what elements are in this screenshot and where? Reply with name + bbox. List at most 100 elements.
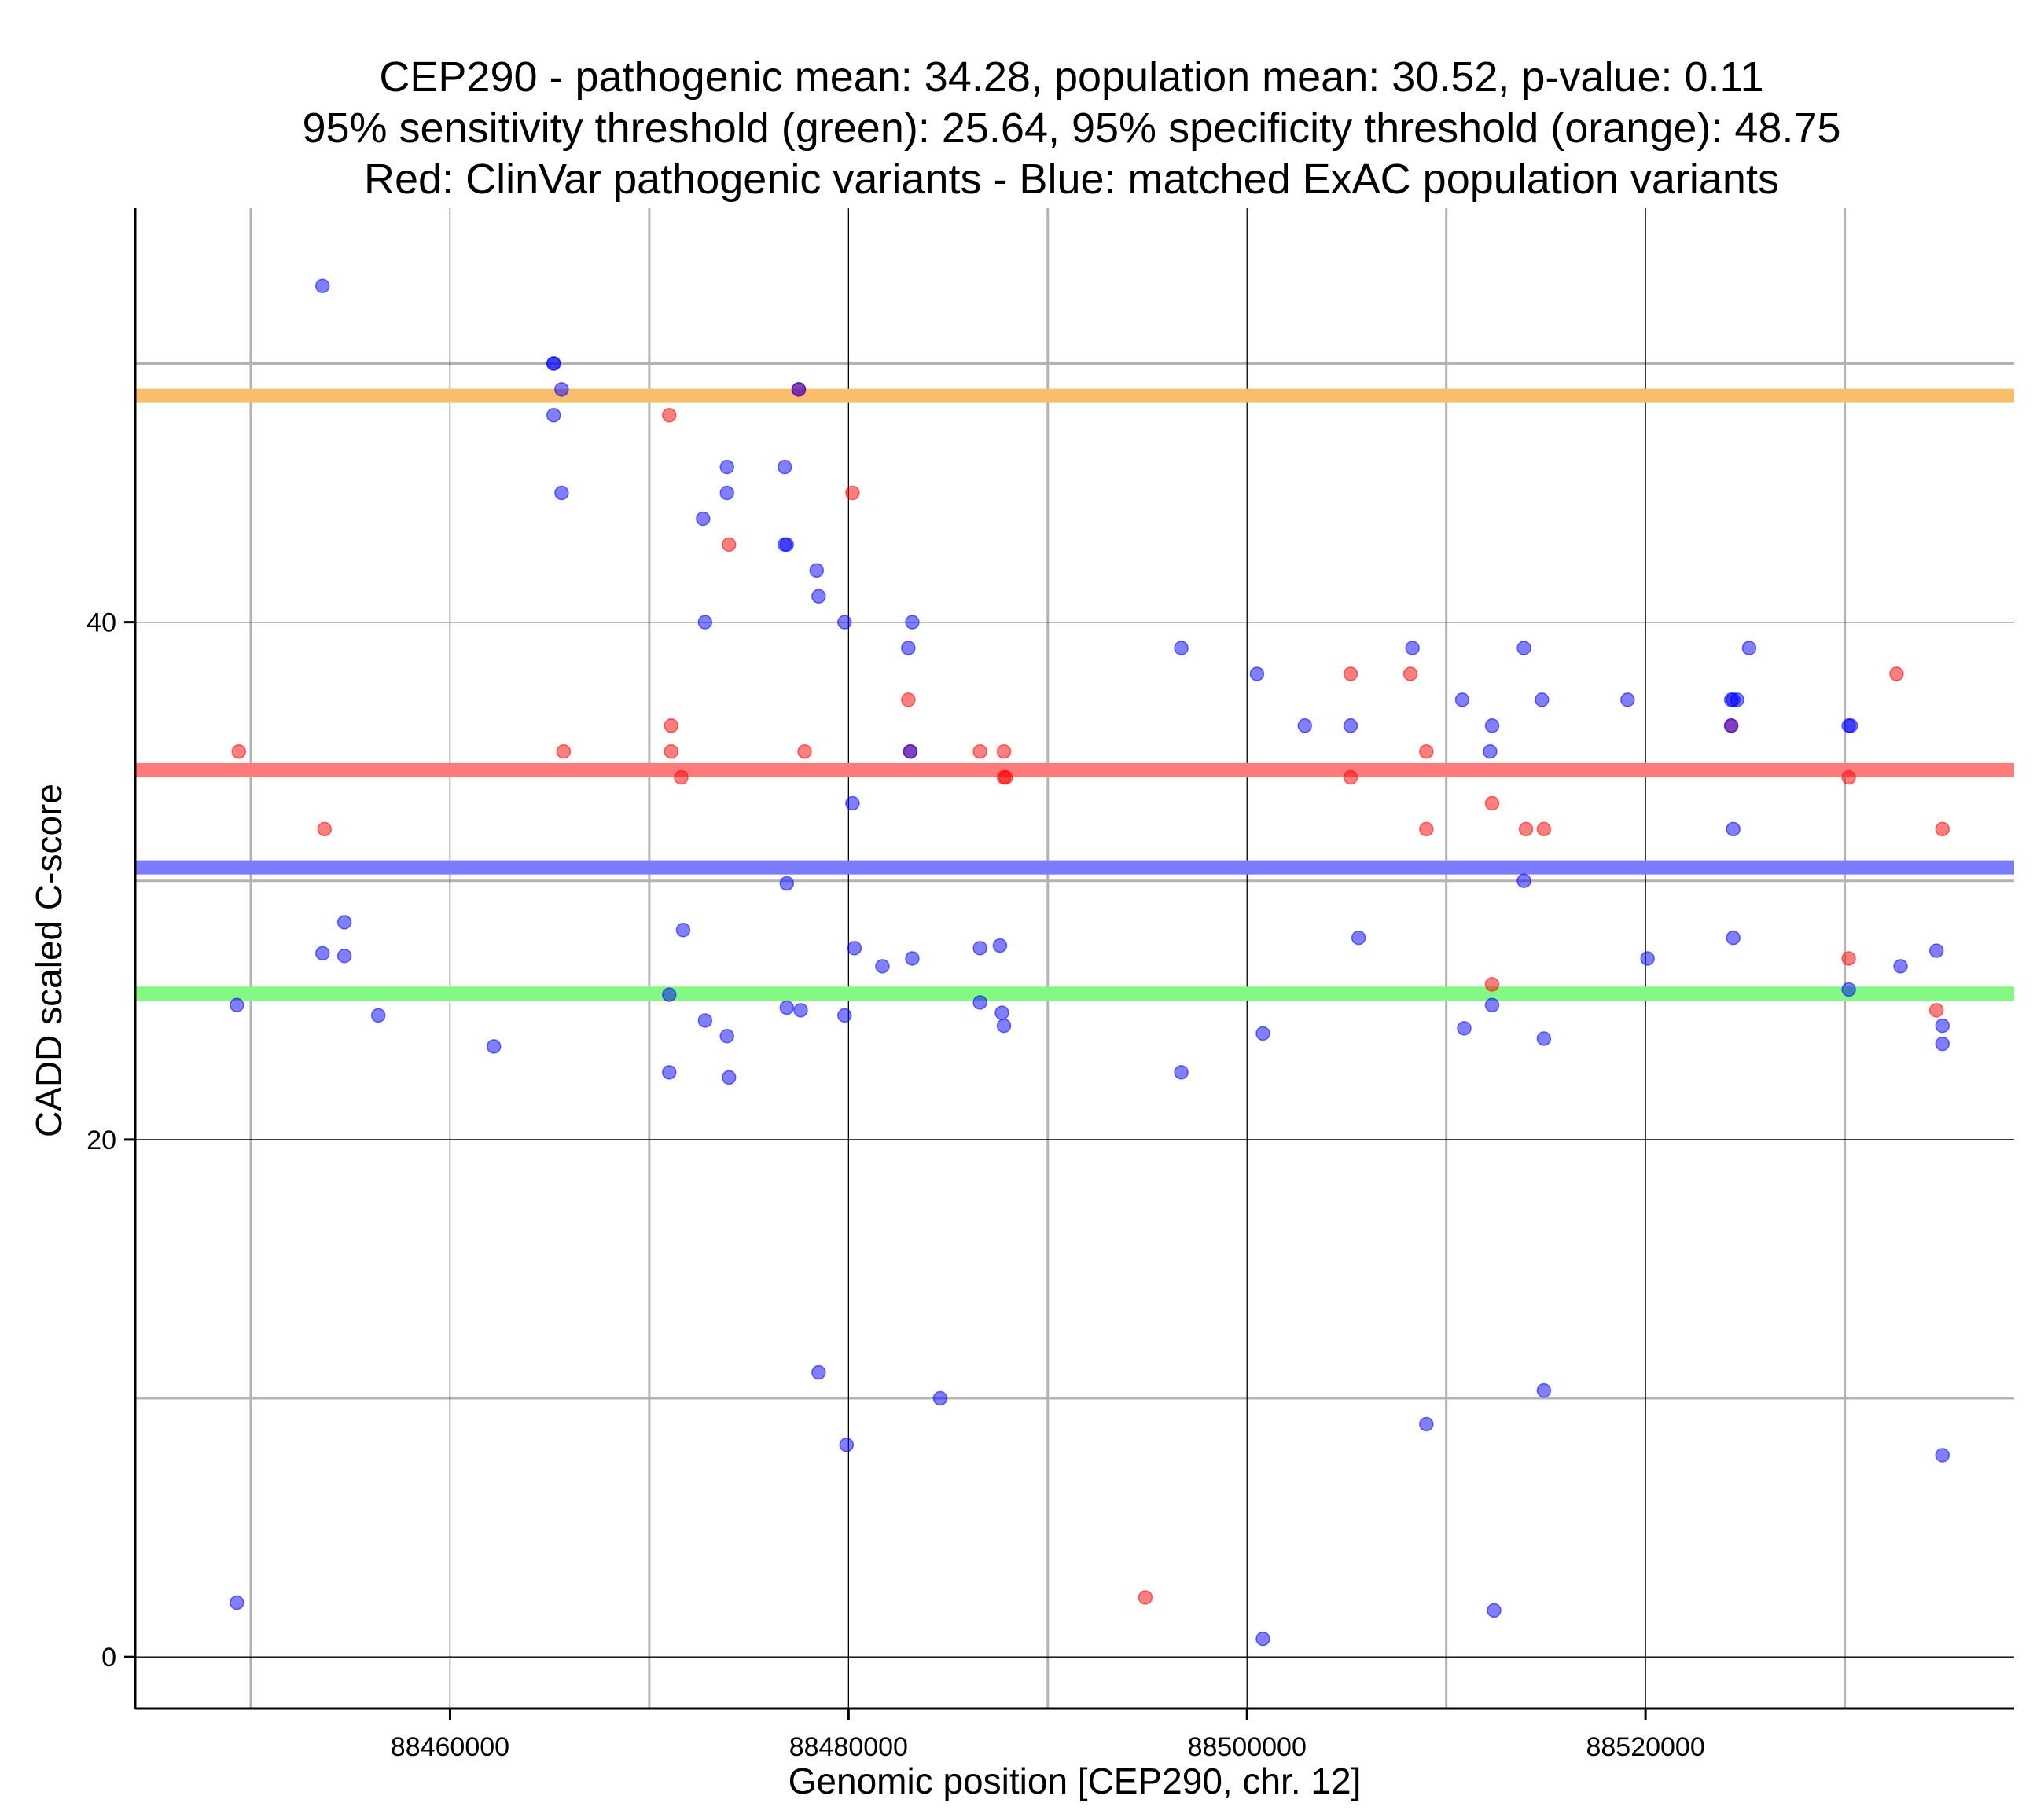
population-point bbox=[1841, 982, 1856, 997]
population-point bbox=[994, 1005, 1009, 1020]
population-point bbox=[1484, 997, 1500, 1012]
pathogenic-point bbox=[664, 744, 679, 759]
title-line-3: Red: ClinVar pathogenic variants - Blue:… bbox=[364, 156, 1779, 203]
population-point bbox=[1640, 951, 1655, 966]
x-axis-label: Genomic position [CEP290, chr. 12] bbox=[789, 1761, 1362, 1801]
chart-title: CEP290 - pathogenic mean: 34.28, populat… bbox=[302, 53, 1840, 203]
population-point bbox=[697, 1013, 713, 1028]
population-point bbox=[1249, 666, 1265, 681]
pathogenic-point bbox=[231, 744, 247, 759]
population-point bbox=[719, 459, 734, 475]
population-point bbox=[719, 1028, 734, 1044]
pathogenic-point bbox=[996, 744, 1012, 759]
pathogenic-point bbox=[797, 744, 812, 759]
population-point bbox=[992, 938, 1008, 953]
population-point bbox=[697, 615, 713, 630]
population-point bbox=[903, 744, 918, 759]
x-tick-label: 88460000 bbox=[391, 1732, 509, 1762]
population-point bbox=[1928, 943, 1944, 958]
pathogenic-point bbox=[845, 485, 860, 501]
population-point bbox=[875, 959, 890, 974]
title-line-1: CEP290 - pathogenic mean: 34.28, populat… bbox=[379, 53, 1763, 101]
population-point bbox=[1343, 718, 1358, 733]
y-axis-label: CADD scaled C-score bbox=[28, 784, 69, 1137]
population-point bbox=[1935, 1018, 1950, 1034]
population-point bbox=[1730, 692, 1744, 707]
population-point bbox=[1935, 1448, 1950, 1463]
population-point bbox=[793, 1003, 808, 1018]
axes bbox=[134, 208, 2014, 1710]
population-point bbox=[1174, 1065, 1189, 1080]
population-point bbox=[932, 1390, 948, 1406]
title-line-2: 95% sensitivity threshold (green): 25.64… bbox=[302, 105, 1840, 152]
population-point bbox=[1535, 692, 1550, 707]
population-point bbox=[779, 1000, 795, 1015]
pathogenic-point bbox=[674, 769, 689, 785]
population-point bbox=[996, 1018, 1012, 1034]
pathogenic-point bbox=[1484, 977, 1500, 992]
population-point bbox=[1419, 1416, 1434, 1432]
population-point bbox=[1457, 1021, 1472, 1036]
population-point bbox=[230, 997, 244, 1012]
population-point bbox=[1536, 1031, 1552, 1046]
y-tick-label: 40 bbox=[86, 608, 116, 638]
population-point bbox=[1255, 1026, 1270, 1041]
population-point bbox=[1487, 1603, 1502, 1618]
ticks: 88460000 88480000 88500000 88520000 0 20 40 bbox=[86, 608, 1705, 1762]
population-point bbox=[905, 951, 920, 966]
population-point bbox=[1484, 718, 1500, 733]
population-point bbox=[1255, 1631, 1270, 1647]
population-point bbox=[811, 589, 826, 604]
population-point bbox=[1516, 873, 1531, 889]
pathogenic-point bbox=[1841, 951, 1856, 966]
population-point bbox=[1893, 959, 1908, 974]
pathogenic-point bbox=[1928, 1003, 1944, 1018]
pathogenic-point bbox=[972, 744, 987, 759]
pathogenic-point bbox=[556, 744, 572, 759]
population-point bbox=[901, 641, 916, 655]
population-point bbox=[722, 1070, 737, 1085]
population-point bbox=[791, 382, 807, 397]
pathogenic-point bbox=[664, 718, 679, 733]
population-point bbox=[1297, 718, 1312, 733]
population-point bbox=[554, 382, 569, 397]
pathogenic-point bbox=[1419, 744, 1434, 759]
population-point bbox=[696, 511, 711, 527]
y-tick-label: 20 bbox=[86, 1125, 116, 1155]
population-point bbox=[837, 615, 852, 630]
population-point bbox=[675, 923, 691, 938]
population-point bbox=[314, 278, 330, 293]
pathogenic-point bbox=[1841, 769, 1856, 785]
population-point bbox=[486, 1039, 502, 1054]
population-point bbox=[779, 876, 795, 891]
pathogenic-point bbox=[1935, 821, 1950, 837]
pathogenic-point bbox=[722, 537, 737, 553]
population-point bbox=[661, 987, 677, 1002]
data-points bbox=[230, 278, 1950, 1647]
population-point bbox=[972, 995, 987, 1010]
population-point bbox=[336, 948, 352, 964]
population-point bbox=[847, 941, 862, 956]
population-point bbox=[314, 946, 330, 961]
population-point bbox=[1536, 1383, 1552, 1398]
population-point bbox=[370, 1008, 386, 1023]
pathogenic-point bbox=[1402, 666, 1418, 681]
population-point bbox=[230, 1595, 244, 1610]
population-point bbox=[839, 1438, 855, 1452]
pathogenic-point bbox=[901, 692, 916, 707]
population-point bbox=[1726, 930, 1741, 946]
pathogenic-point bbox=[1889, 666, 1904, 681]
pathogenic-point bbox=[1518, 821, 1534, 837]
reference-lines bbox=[135, 388, 2014, 1001]
population-point bbox=[1351, 930, 1366, 946]
pathogenic-point bbox=[1343, 769, 1358, 785]
pathogenic-point bbox=[1343, 666, 1358, 681]
population-point bbox=[546, 356, 561, 371]
population-point bbox=[1174, 641, 1189, 655]
population-point bbox=[1483, 744, 1498, 759]
population-point bbox=[1454, 692, 1470, 707]
grid bbox=[135, 208, 2014, 1709]
population-point bbox=[811, 1364, 826, 1380]
population-point bbox=[1741, 641, 1757, 655]
